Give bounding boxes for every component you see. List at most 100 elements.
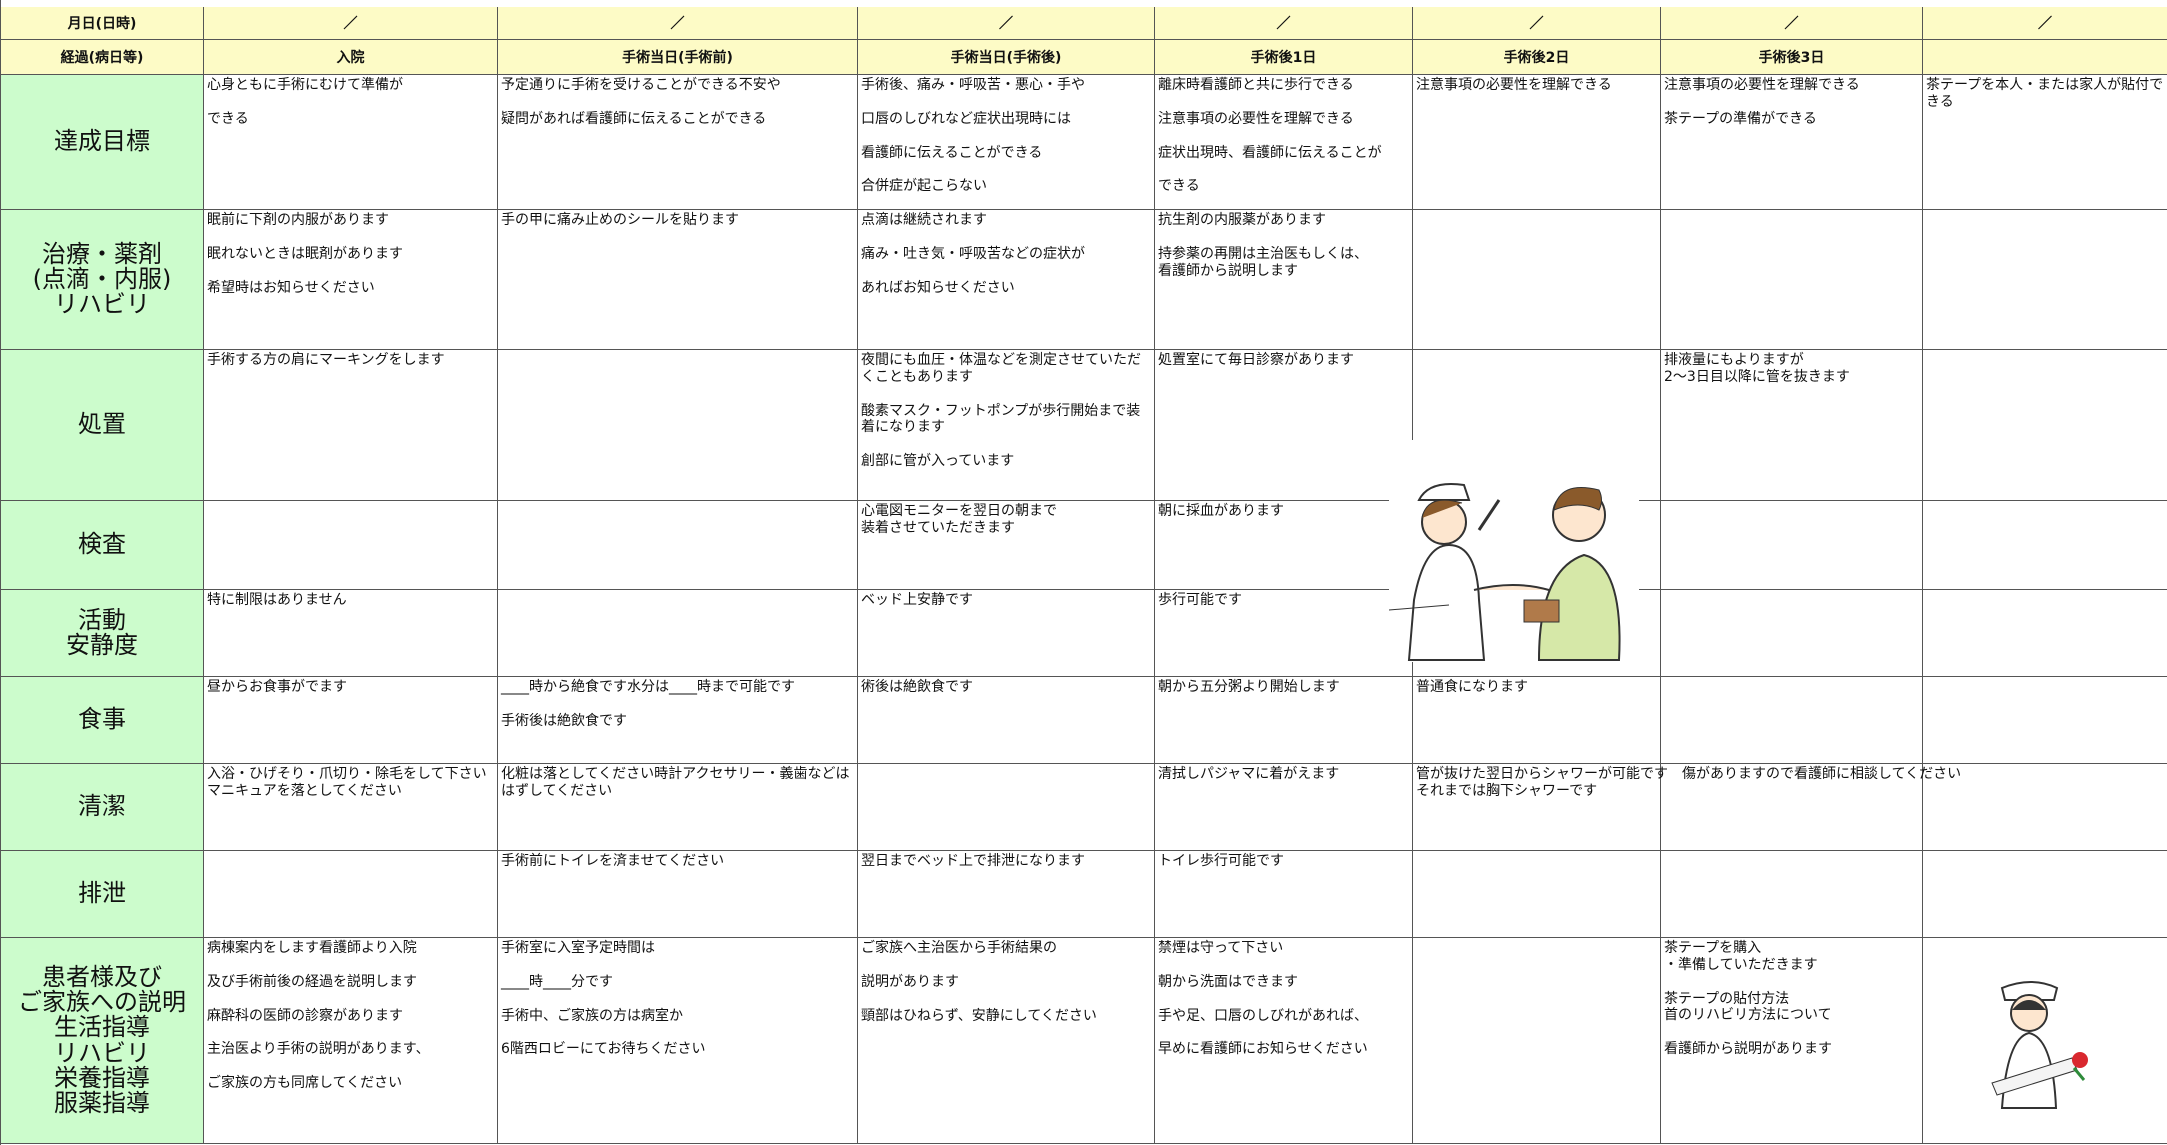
cell-text: 手術中、ご家族の方は病室か xyxy=(501,1007,683,1024)
cell-text: 説明があります xyxy=(861,973,959,990)
cell-text: 夜間にも血圧・体温などを測定させていただくこともあります xyxy=(861,352,1141,385)
content-cell: トイレ歩行可能です xyxy=(1155,851,1413,938)
cell-text: 朝に採血があります xyxy=(1158,503,1284,519)
cell-text: 眠前に下剤の内服があります xyxy=(207,212,389,228)
content-cell: 歩行可能です xyxy=(1155,590,1413,677)
cell-text: トイレ歩行可能です xyxy=(1158,853,1284,869)
cell-text: 注意事項の必要性を理解できる xyxy=(1416,77,1612,93)
row-label: リハビリ xyxy=(54,290,150,319)
cell-text: 化粧は落としてください時計アクセサリー・義歯などははずしてください xyxy=(501,766,850,799)
content-cell xyxy=(1661,851,1923,938)
cell-text: 創部に管が入っています xyxy=(861,453,1015,470)
content-cell: 特に制限はありません xyxy=(204,590,498,677)
cell-text: 心電図モニターを翌日の朝まで 装着させていただきます xyxy=(861,503,1057,536)
cell-text: 手術後は絶飲食です xyxy=(501,712,627,729)
row-label: 食事 xyxy=(78,705,126,734)
content-cell: 昼からお食事がでます xyxy=(204,677,498,764)
cell-text: 注意事項の必要性を理解できる xyxy=(1158,110,1354,127)
cell-text: ご家族の方も同席してください xyxy=(207,1075,403,1092)
cell-text: ご家族へ主治医から手術結果の xyxy=(861,940,1057,956)
cell-text: 特に制限はありません xyxy=(207,592,347,608)
date-cell: ／ xyxy=(498,7,858,40)
cell-text: 心身ともに手術にむけて準備が xyxy=(207,77,403,93)
cell-text: 茶テープの準備ができる xyxy=(1664,110,1817,127)
date-cell: ／ xyxy=(1155,7,1413,40)
stage-cell: 手術後3日 xyxy=(1661,40,1923,75)
stage-label: 手術当日(手術後) xyxy=(950,50,1062,66)
content-cell xyxy=(1923,938,2167,1144)
cell-text: 手術前にトイレを済ませてください xyxy=(501,853,725,869)
row-label-cell: 食事 xyxy=(1,677,204,764)
content-cell: 注意事項の必要性を理解できる 茶テープの準備ができる xyxy=(1661,75,1923,210)
date-cell: ／ xyxy=(204,7,498,40)
cell-text: 眠れないときは眠剤があります xyxy=(207,245,403,262)
cell-text: 歩行可能です xyxy=(1158,592,1242,608)
cell-text: 手の甲に痛み止めのシールを貼ります xyxy=(501,212,739,228)
cell-text: 離床時看護師と共に歩行できる xyxy=(1158,77,1354,93)
cell-text: 主治医より手術の説明があります、 xyxy=(207,1041,430,1058)
cell-text: 看護師に伝えることができる xyxy=(861,144,1043,161)
row-label-cell: 治療・薬剤 (点滴・内服) リハビリ xyxy=(1,210,204,350)
content-cell xyxy=(1413,851,1661,938)
content-cell: 離床時看護師と共に歩行できる 注意事項の必要性を理解できる 症状出現時、看護師に伝え… xyxy=(1155,75,1413,210)
cell-text: 清拭しパジャマに着がえます xyxy=(1158,766,1340,782)
cell-text: 注意事項の必要性を理解できる xyxy=(1664,77,1860,93)
content-cell xyxy=(498,501,858,590)
row-label: 処置 xyxy=(78,410,126,439)
content-cell: 処置室にて毎日診察があります xyxy=(1155,350,1413,501)
cell-text: できる xyxy=(1158,178,1200,195)
cell-text: 禁煙は守って下さい xyxy=(1158,940,1284,956)
row-label: 栄養指導 xyxy=(54,1063,150,1092)
stage-label: 手術後2日 xyxy=(1503,50,1570,66)
cell-text: 病棟案内をします看護師より入院 xyxy=(207,940,417,956)
cell-text: 及び手術前後の経過を説明します xyxy=(207,973,417,990)
content-cell: 排液量にもよりますが 2～3日目以降に管を抜きます xyxy=(1661,350,1923,501)
cell-text: 茶テープを購入 ・準備していただきます xyxy=(1664,940,1818,973)
content-cell: 心身ともに手術にむけて準備が できる xyxy=(204,75,498,210)
content-cell xyxy=(1661,764,1923,851)
row-label-cell: 患者様及び ご家族への説明 生活指導 リハビリ 栄養指導 服薬指導 xyxy=(1,938,204,1144)
cell-text: 点滴は継続されます xyxy=(861,212,987,228)
cell-text: 管が抜けた翌日からシャワーが可能です 傷がありますので看護師に相談してください … xyxy=(1416,766,1962,799)
content-cell: 化粧は落としてください時計アクセサリー・義歯などははずしてください xyxy=(498,764,858,851)
header-label: 月日(日時) xyxy=(67,16,137,32)
date-slash: ／ xyxy=(1529,16,1544,32)
cell-text: 術後は絶飲食です xyxy=(861,679,973,695)
date-cell: ／ xyxy=(1413,7,1661,40)
content-cell xyxy=(1923,851,2167,938)
content-cell: 抗生剤の内服薬があります 持参薬の再開は主治医もしくは、 看護師から説明します xyxy=(1155,210,1413,350)
cell-text: 口唇のしびれなど症状出現時には xyxy=(861,110,1071,127)
content-cell: 朝から五分粥より開始します xyxy=(1155,677,1413,764)
content-cell xyxy=(1923,764,2167,851)
cell-text: 希望時はお知らせください xyxy=(207,279,375,296)
cell-text: 麻酔科の医師の診察があります xyxy=(207,1007,403,1024)
content-cell xyxy=(204,851,498,938)
nurse-patient-illustration xyxy=(1389,440,1639,662)
date-slash: ／ xyxy=(2038,16,2052,32)
content-cell xyxy=(858,764,1155,851)
content-cell xyxy=(204,501,498,590)
date-cell: ／ xyxy=(1923,7,2167,40)
stage-cell: 手術後1日 xyxy=(1155,40,1413,75)
content-cell: 清拭しパジャマに着がえます xyxy=(1155,764,1413,851)
nurse-flowers-illustration xyxy=(1991,981,2088,1109)
cell-text: 合併症が起こらない xyxy=(861,178,987,195)
content-cell: 朝に採血があります xyxy=(1155,501,1413,590)
stage-cell: 入院 xyxy=(204,40,498,75)
cell-text: 抗生剤の内服薬があります xyxy=(1158,212,1326,228)
cell-text: ____時から絶食です水分は____時まで可能です xyxy=(501,679,795,695)
cell-text: 茶テープの貼付方法 首のリハビリ方法について xyxy=(1664,990,1832,1024)
content-cell xyxy=(1413,210,1661,350)
row-label: 安静度 xyxy=(66,631,138,659)
row-label: 達成目標 xyxy=(54,127,150,156)
row-label-cell: 清潔 xyxy=(1,764,204,851)
cell-text: 排液量にもよりますが 2～3日目以降に管を抜きます xyxy=(1664,352,1850,385)
stage-label: 手術後3日 xyxy=(1758,50,1825,66)
content-cell: ご家族へ主治医から手術結果の 説明があります 頸部はひねらず、安静にしてください xyxy=(858,938,1155,1144)
row-label: ご家族への説明 xyxy=(18,988,186,1017)
content-cell xyxy=(498,350,858,501)
cell-text: 入浴・ひげそり・爪切り・除毛をして下さい マニキュアを落としてください xyxy=(207,766,487,799)
content-cell: 入浴・ひげそり・爪切り・除毛をして下さい マニキュアを落としてください xyxy=(204,764,498,851)
cell-text: 手や足、口唇のしびれがあれば、 xyxy=(1158,1007,1368,1024)
stage-label: 入院 xyxy=(336,50,365,66)
